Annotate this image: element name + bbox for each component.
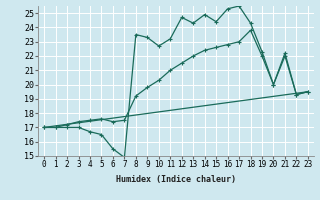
X-axis label: Humidex (Indice chaleur): Humidex (Indice chaleur) bbox=[116, 175, 236, 184]
